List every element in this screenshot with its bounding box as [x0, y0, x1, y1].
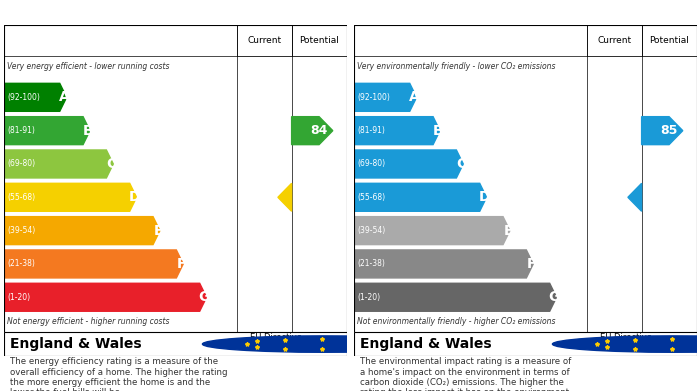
Text: England & Wales: England & Wales — [360, 337, 492, 351]
Text: B: B — [433, 124, 443, 138]
FancyArrow shape — [4, 250, 183, 278]
FancyArrow shape — [4, 83, 66, 111]
FancyArrow shape — [354, 217, 510, 245]
FancyArrow shape — [354, 250, 533, 278]
Text: A: A — [60, 90, 70, 104]
FancyArrow shape — [642, 117, 682, 145]
Bar — [354, 25, 696, 56]
Text: C: C — [456, 157, 467, 171]
Text: The energy efficiency rating is a measure of the
overall efficiency of a home. T: The energy efficiency rating is a measur… — [10, 357, 228, 391]
FancyArrow shape — [354, 83, 416, 111]
Text: (81-91): (81-91) — [357, 126, 385, 135]
Text: Current: Current — [247, 36, 281, 45]
Text: EU Directive
2002/91/EC: EU Directive 2002/91/EC — [251, 333, 302, 353]
FancyArrow shape — [292, 117, 332, 145]
Bar — [642, 25, 696, 56]
Text: (69-80): (69-80) — [7, 160, 35, 169]
Text: EU Directive
2002/91/EC: EU Directive 2002/91/EC — [601, 333, 652, 353]
Text: (39-54): (39-54) — [357, 226, 385, 235]
Text: Potential: Potential — [299, 36, 339, 45]
Text: Very energy efficient - lower running costs: Very energy efficient - lower running co… — [7, 62, 169, 71]
Text: G: G — [199, 290, 210, 304]
Text: 64: 64 — [606, 191, 623, 204]
Text: The environmental impact rating is a measure of
a home's impact on the environme: The environmental impact rating is a mea… — [360, 357, 572, 391]
Text: (21-38): (21-38) — [7, 260, 35, 269]
Bar — [642, 25, 696, 332]
Text: G: G — [549, 290, 560, 304]
FancyArrow shape — [354, 150, 463, 178]
Circle shape — [552, 336, 700, 352]
Text: (81-91): (81-91) — [7, 126, 35, 135]
FancyArrow shape — [4, 283, 206, 311]
FancyArrow shape — [4, 150, 113, 178]
Text: (92-100): (92-100) — [357, 93, 390, 102]
Text: (1-20): (1-20) — [7, 293, 30, 302]
FancyArrow shape — [4, 217, 160, 245]
Text: D: D — [129, 190, 140, 204]
FancyArrow shape — [4, 183, 136, 211]
Bar — [587, 25, 696, 332]
Text: Environmental Impact (CO₂) Rating: Environmental Impact (CO₂) Rating — [360, 8, 606, 21]
Text: A: A — [410, 90, 420, 104]
Text: Very environmentally friendly - lower CO₂ emissions: Very environmentally friendly - lower CO… — [357, 62, 555, 71]
Text: C: C — [106, 157, 117, 171]
FancyArrow shape — [354, 117, 440, 145]
Text: England & Wales: England & Wales — [10, 337, 142, 351]
Text: (92-100): (92-100) — [7, 93, 40, 102]
Text: E: E — [504, 224, 513, 238]
Text: Not energy efficient - higher running costs: Not energy efficient - higher running co… — [7, 317, 169, 326]
FancyArrow shape — [354, 283, 556, 311]
FancyArrow shape — [628, 183, 642, 211]
Bar — [237, 25, 346, 332]
Bar — [237, 25, 292, 56]
Text: F: F — [527, 257, 537, 271]
Text: F: F — [177, 257, 187, 271]
Text: Energy Efficiency Rating: Energy Efficiency Rating — [10, 8, 182, 21]
Text: 65: 65 — [256, 191, 273, 204]
Text: 85: 85 — [660, 124, 678, 137]
FancyArrow shape — [354, 183, 486, 211]
Circle shape — [202, 336, 442, 352]
Text: E: E — [154, 224, 163, 238]
Text: (39-54): (39-54) — [7, 226, 35, 235]
Bar — [4, 25, 346, 56]
Text: (21-38): (21-38) — [357, 260, 385, 269]
Text: (69-80): (69-80) — [357, 160, 385, 169]
Text: 84: 84 — [310, 124, 328, 137]
FancyArrow shape — [4, 117, 90, 145]
Bar — [587, 25, 642, 56]
Text: Potential: Potential — [649, 36, 689, 45]
FancyArrow shape — [278, 183, 292, 211]
Text: (1-20): (1-20) — [357, 293, 380, 302]
Bar — [292, 25, 346, 332]
Text: B: B — [83, 124, 93, 138]
Text: Not environmentally friendly - higher CO₂ emissions: Not environmentally friendly - higher CO… — [357, 317, 555, 326]
Text: Current: Current — [597, 36, 631, 45]
Text: (55-68): (55-68) — [357, 193, 385, 202]
Text: D: D — [479, 190, 490, 204]
Bar — [292, 25, 346, 56]
Text: (55-68): (55-68) — [7, 193, 35, 202]
